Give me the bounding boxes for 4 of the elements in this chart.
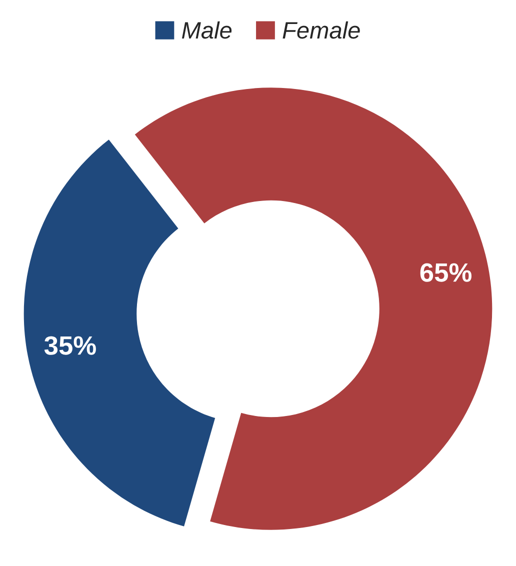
data-label: 65% [420, 263, 472, 282]
legend-label: Female [282, 21, 360, 39]
data-label: 35% [44, 336, 96, 355]
legend-label: Male [182, 21, 232, 39]
